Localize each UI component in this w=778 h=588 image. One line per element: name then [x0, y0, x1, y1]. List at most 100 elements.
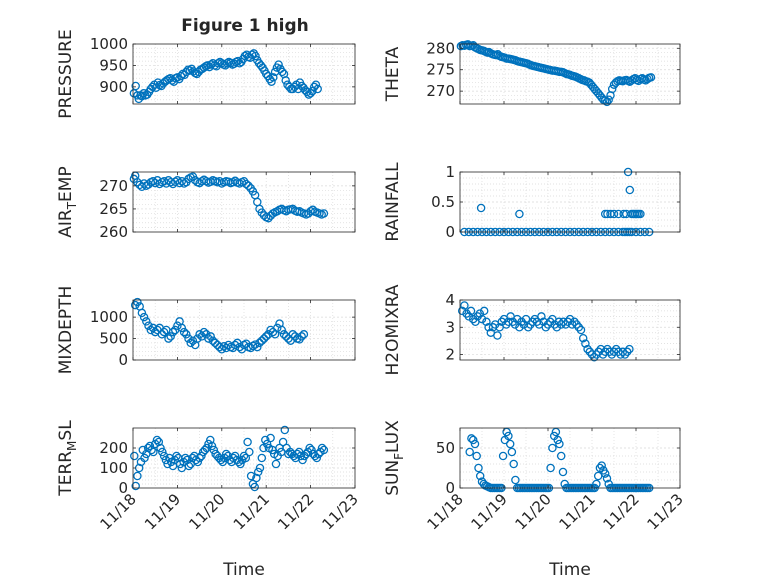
data-point [295, 206, 304, 216]
axes-box [132, 43, 356, 105]
y-axis-label: THETA [383, 46, 403, 102]
data-point [156, 443, 165, 453]
subplot-1: 900 950 1000 PRESSURE [56, 29, 356, 119]
y-tick-label: 0.5 [431, 193, 455, 211]
data-point [464, 312, 474, 321]
data-point [505, 439, 515, 449]
data-point [184, 334, 193, 343]
data-point [576, 325, 586, 335]
data-point [253, 342, 262, 352]
data-point [465, 447, 474, 457]
data-series [130, 297, 309, 354]
axes-box [459, 427, 681, 489]
y-tick-label: 270 [99, 177, 128, 195]
y-tick-label: 50 [436, 439, 455, 457]
data-point [305, 443, 314, 453]
data-point [159, 327, 169, 337]
y-tick-label: 3 [445, 318, 455, 336]
y-axis-label: RAINFALL [383, 162, 403, 242]
data-point [299, 330, 309, 339]
y-axis-label: SUNFLUX [383, 420, 406, 496]
data-point [625, 185, 635, 195]
y-tick-label: 280 [426, 39, 455, 57]
data-point [578, 333, 588, 343]
data-point [546, 463, 555, 473]
data-series [129, 171, 329, 223]
data-point [147, 445, 156, 455]
data-point [149, 447, 158, 457]
data-point [620, 350, 630, 359]
data-point [230, 340, 240, 350]
data-point [457, 306, 467, 316]
data-point [184, 461, 194, 471]
data-point [298, 455, 307, 465]
data-point [186, 338, 195, 348]
data-point [154, 437, 164, 447]
data-point [244, 181, 253, 191]
data-point [614, 209, 623, 219]
data-point [206, 332, 215, 341]
y-tick-label: 0 [118, 479, 128, 497]
figure-title: Figure 1 high [181, 16, 309, 36]
data-point [512, 314, 522, 324]
data-point [144, 321, 153, 330]
data-point [264, 213, 273, 223]
data-point [140, 453, 149, 463]
y-tick-label: 100 [99, 459, 128, 477]
data-point [230, 451, 240, 461]
data-point [182, 330, 191, 339]
subplot-3: 260 265 270 AIRTEMP [56, 166, 356, 241]
grid [133, 44, 355, 104]
y-tick-label: 2 [445, 346, 455, 364]
data-point [188, 336, 198, 345]
data-point [168, 327, 178, 337]
y-axis-label: PRESSURE [56, 29, 76, 118]
data-point [553, 435, 562, 445]
data-point [482, 317, 491, 327]
data-point [607, 84, 617, 94]
data-point [313, 84, 322, 94]
data-series [457, 301, 634, 362]
y-tick-label: 270 [426, 82, 455, 100]
data-point [250, 340, 260, 349]
data-point [261, 332, 271, 341]
data-point [622, 347, 632, 357]
grid [460, 172, 680, 232]
data-point [195, 453, 204, 463]
data-point [556, 451, 566, 461]
data-point [474, 463, 483, 473]
data-point [476, 203, 486, 213]
data-point [221, 449, 231, 459]
y-axis-label: AIRTEMP [56, 166, 79, 237]
axes-box [459, 299, 681, 361]
data-point [570, 317, 579, 327]
data-point [507, 447, 517, 457]
data-point [268, 327, 278, 337]
data-point [269, 73, 278, 82]
data-point [206, 435, 215, 445]
data-point [468, 314, 478, 324]
data-point [142, 317, 151, 326]
data-point [602, 474, 612, 483]
data-point [199, 327, 209, 337]
data-point [279, 330, 289, 339]
data-point [281, 76, 290, 85]
y-tick-label: 0 [118, 351, 128, 369]
data-point [581, 339, 590, 348]
data-point [308, 205, 318, 215]
data-point [257, 336, 267, 345]
grid [460, 428, 680, 488]
y-axis-label: MIXDEPTH [56, 286, 76, 375]
data-point [609, 209, 619, 219]
data-point [565, 314, 575, 324]
y-axis-label: H2OMIXRA [383, 284, 403, 375]
data-point [257, 453, 267, 463]
data-point [193, 457, 203, 467]
data-point [509, 459, 518, 469]
data-point [288, 330, 298, 339]
data-point [239, 451, 249, 461]
axes-box [459, 43, 681, 105]
data-point [297, 332, 306, 341]
y-tick-label: 0 [445, 479, 455, 497]
